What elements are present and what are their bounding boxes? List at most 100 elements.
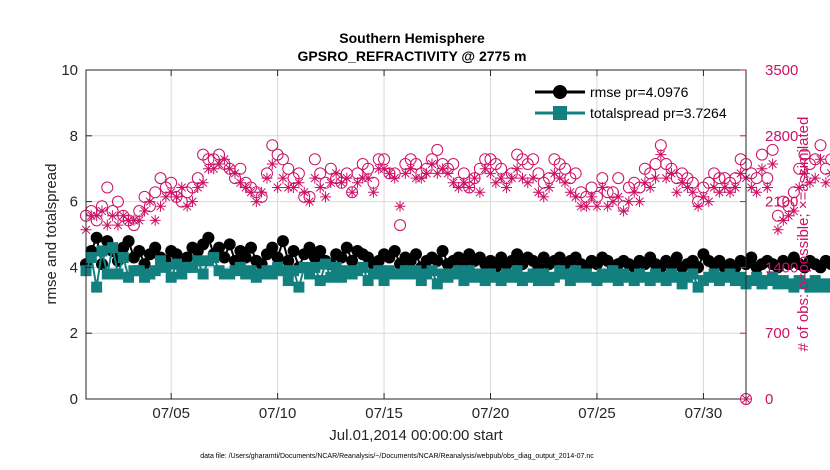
totalspread-point — [208, 252, 220, 264]
totalspread-point — [564, 275, 576, 287]
rmse-point — [745, 251, 758, 264]
assimilated-point — [564, 186, 576, 198]
assimilated-point — [234, 177, 246, 189]
totalspread-point — [527, 268, 539, 280]
assimilated-point — [256, 186, 268, 198]
assimilated-point — [149, 214, 161, 226]
possible-point — [766, 143, 779, 156]
rmse-point — [314, 244, 327, 257]
rmse-point — [436, 244, 449, 257]
assimilated-point — [697, 191, 709, 203]
possible-point — [755, 148, 768, 161]
assimilated-point — [607, 196, 619, 208]
totalspread-point — [628, 275, 640, 287]
totalspread-point — [117, 252, 129, 264]
totalspread-point — [282, 275, 294, 287]
assimilated-point — [618, 205, 630, 217]
y-right-tick-label: 1400 — [765, 259, 798, 276]
y-right-tick-label: 3500 — [765, 62, 798, 79]
assimilated-point — [165, 186, 177, 198]
totalspread-point — [85, 252, 97, 264]
totalspread-point — [378, 275, 390, 287]
assimilated-point — [266, 158, 278, 170]
y-right-tick-label: 2100 — [765, 194, 798, 211]
totalspread-point — [133, 265, 145, 277]
assimilated-point — [511, 163, 523, 175]
assimilated-point — [309, 172, 321, 184]
assimilated-point — [197, 177, 209, 189]
totalspread-point — [825, 281, 830, 293]
assimilated-point — [639, 177, 651, 189]
assimilated-point — [745, 182, 757, 193]
assimilated-point — [277, 172, 289, 184]
totalspread-point — [309, 261, 321, 273]
totalspread-point — [548, 271, 560, 283]
rmse-point — [213, 241, 226, 254]
rmse-point — [266, 241, 279, 254]
assimilated-point — [474, 186, 486, 198]
assimilated-point — [522, 177, 534, 189]
assimilated-point — [155, 200, 167, 212]
rmse-point — [218, 251, 231, 264]
x-axis: 07/05 07/10 07/15 07/20 07/25 07/30 — [152, 70, 722, 422]
possible-point — [308, 153, 321, 166]
totalspread-point — [474, 268, 486, 280]
assimilated-point — [437, 163, 449, 175]
totalspread-point — [671, 271, 683, 283]
totalspread-point — [123, 271, 135, 283]
assimilated-point — [415, 172, 427, 184]
rmse-point — [825, 258, 830, 270]
assimilated-point — [320, 191, 332, 203]
possible-point — [282, 162, 295, 175]
assimilated-point — [218, 153, 230, 165]
totalspread-point — [644, 275, 656, 287]
totalspread-point — [266, 268, 278, 280]
possible-point — [814, 139, 827, 152]
data-file-footer: data file: /Users/gharamti/Documents/NCA… — [200, 453, 594, 460]
possible-point — [713, 172, 726, 185]
assimilated-point — [335, 177, 347, 189]
x-tick-label: 07/15 — [365, 405, 403, 422]
totalspread-point — [804, 281, 816, 293]
assimilated-point — [378, 163, 390, 175]
assimilated-point — [602, 200, 614, 212]
totalspread-point — [192, 255, 204, 267]
totalspread-point — [532, 275, 544, 287]
totalspread-point — [176, 268, 188, 280]
rmse-point — [282, 254, 295, 267]
series-assimilated — [80, 149, 830, 405]
totalspread-point — [335, 271, 347, 283]
assimilated-point — [612, 191, 624, 203]
rmse-point — [202, 231, 215, 244]
totalspread-point — [362, 275, 374, 287]
possible-point — [101, 181, 114, 194]
assimilated-point — [783, 210, 795, 222]
assimilated-point — [761, 182, 773, 193]
rmse-point — [223, 238, 236, 251]
y-left-tick-label: 0 — [70, 391, 78, 408]
assimilated-point — [229, 167, 241, 179]
plot-frame — [85, 69, 747, 400]
assimilated-point — [729, 182, 741, 193]
totalspread-point — [320, 258, 332, 270]
totalspread-point — [314, 275, 326, 287]
legend-rmse-marker — [553, 85, 567, 99]
totalspread-point — [101, 268, 113, 280]
assimilated-point — [176, 182, 188, 193]
assimilated-point — [772, 224, 784, 236]
assimilated-point — [532, 186, 544, 198]
totalspread-point — [692, 281, 704, 293]
plot-area — [86, 70, 746, 399]
assimilated-point — [767, 158, 779, 170]
assimilated-point — [580, 200, 592, 212]
totalspread-point — [170, 258, 182, 270]
totalspread-point — [511, 265, 523, 277]
assimilated-point — [351, 177, 363, 189]
totalspread-point — [458, 275, 470, 287]
assimilated-point — [591, 200, 603, 212]
assimilated-point — [692, 200, 704, 212]
assimilated-point — [751, 186, 763, 198]
assimilated-point — [495, 172, 507, 184]
assimilated-point — [719, 182, 731, 193]
possible-point — [527, 153, 540, 166]
